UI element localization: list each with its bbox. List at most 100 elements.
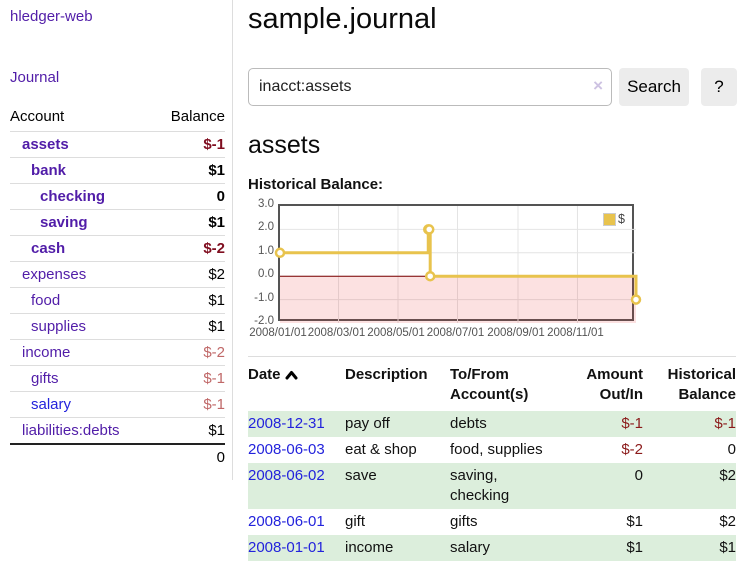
clear-search-icon[interactable]: × bbox=[593, 76, 603, 95]
accounts-header-line2: Account(s) bbox=[450, 386, 529, 403]
transaction-amount: $-1 bbox=[621, 415, 643, 432]
transaction-date-link[interactable]: 2008-06-01 bbox=[248, 513, 325, 530]
column-header-balance: Historical Balance bbox=[643, 357, 736, 412]
app-title-link[interactable]: hledger-web bbox=[10, 8, 93, 25]
register-table: Date Description To/From Account(s) Amou… bbox=[248, 356, 736, 561]
y-tick-label: 1.0 bbox=[258, 244, 274, 257]
balance-header-line1: Historical bbox=[667, 366, 736, 383]
main-content: sample.journal × Search ? assets Histori… bbox=[248, 0, 740, 561]
account-row: food $1 bbox=[10, 287, 225, 313]
account-link-gifts[interactable]: gifts bbox=[31, 370, 59, 387]
column-header-description: Description bbox=[345, 357, 450, 412]
x-tick-label: 2008/11/01 bbox=[547, 327, 604, 339]
register-header-row: Date Description To/From Account(s) Amou… bbox=[248, 357, 736, 412]
account-row: bank $1 bbox=[10, 157, 225, 183]
x-tick-label: 2008/07/01 bbox=[426, 327, 485, 339]
account-link-income[interactable]: income bbox=[22, 344, 71, 361]
transaction-amount: $-2 bbox=[621, 441, 643, 458]
account-link-food[interactable]: food bbox=[31, 292, 61, 309]
sort-ascending-icon bbox=[285, 371, 298, 380]
transaction-amount: 0 bbox=[634, 467, 643, 484]
transaction-balance: $1 bbox=[719, 539, 736, 556]
help-button[interactable]: ? bbox=[701, 68, 737, 106]
transaction-date-link[interactable]: 2008-06-02 bbox=[248, 467, 325, 484]
y-tick-label: 3.0 bbox=[258, 198, 274, 210]
x-tick-label: 2008/09/01 bbox=[487, 327, 545, 339]
sidebar-item-journal[interactable]: Journal bbox=[10, 69, 60, 86]
amount-header-line1: Amount bbox=[586, 366, 643, 383]
account-balance: $2 bbox=[208, 266, 225, 283]
account-link-assets[interactable]: assets bbox=[22, 136, 69, 153]
date-header-label: Date bbox=[248, 366, 281, 383]
register-row: 2008-06-01 gift gifts $1 $2 bbox=[248, 509, 736, 535]
balance-chart: 3.0 2.0 1.0 0.0 -1.0 -2.0 $ 2008/01/01 2008/03… bbox=[248, 198, 740, 344]
account-link-bank[interactable]: bank bbox=[31, 162, 67, 179]
account-link-expenses[interactable]: expenses bbox=[22, 266, 87, 283]
search-input[interactable] bbox=[248, 68, 612, 106]
y-tick-label: 0.0 bbox=[258, 268, 274, 281]
search-bar: × Search ? bbox=[248, 68, 740, 106]
accounts-header-line1: To/From bbox=[450, 366, 509, 383]
x-tick-label: 2008/03/01 bbox=[307, 327, 366, 339]
account-balance: $-2 bbox=[203, 344, 225, 361]
transaction-accounts: salary bbox=[450, 539, 491, 556]
transaction-description: income bbox=[345, 539, 394, 556]
account-link-liabilities-debts[interactable]: liabilities:debts bbox=[22, 422, 120, 439]
transaction-balance: $2 bbox=[719, 467, 736, 484]
transaction-description: save bbox=[345, 467, 377, 484]
sidebar: hledger-web Journal Account Balance asse… bbox=[0, 0, 233, 480]
register-row: 2008-01-01 income salary $1 $1 bbox=[248, 535, 736, 561]
account-link-salary[interactable]: salary bbox=[31, 396, 72, 413]
account-row: income $-2 bbox=[10, 339, 225, 365]
transaction-date-link[interactable]: 2008-01-01 bbox=[248, 539, 325, 556]
y-tick-label: -1.0 bbox=[254, 291, 274, 304]
legend-label: $ bbox=[618, 212, 625, 226]
chart-canvas bbox=[274, 206, 642, 323]
balance-column-header: Balance bbox=[170, 108, 225, 125]
search-button[interactable]: Search bbox=[619, 68, 689, 106]
account-heading: assets bbox=[248, 131, 321, 159]
accounts-total-row: 0 bbox=[10, 443, 225, 470]
transaction-date-link[interactable]: 2008-06-03 bbox=[248, 441, 325, 458]
transaction-amount: $1 bbox=[626, 513, 643, 530]
account-row: liabilities:debts $1 bbox=[10, 417, 225, 443]
column-header-accounts: To/From Account(s) bbox=[450, 357, 554, 412]
transaction-accounts: gifts bbox=[450, 513, 478, 530]
accounts-total-value: 0 bbox=[216, 449, 225, 466]
transaction-description: eat & shop bbox=[345, 441, 417, 458]
account-row: gifts $-1 bbox=[10, 365, 225, 391]
chart-x-labels: 2008/01/01 2008/03/01 2008/05/01 2008/07/01… bbox=[249, 327, 634, 342]
account-row: cash $-2 bbox=[10, 235, 225, 261]
account-row: supplies $1 bbox=[10, 313, 225, 339]
account-row: saving $1 bbox=[10, 209, 225, 235]
account-column-header: Account bbox=[10, 108, 65, 125]
page-title: sample.journal bbox=[248, 3, 437, 35]
account-balance: $1 bbox=[208, 214, 225, 231]
transaction-accounts: debts bbox=[450, 415, 487, 432]
chart-legend: $ bbox=[601, 211, 627, 227]
account-row: assets $-1 bbox=[10, 131, 225, 157]
account-link-saving[interactable]: saving bbox=[40, 214, 88, 231]
transaction-accounts: saving, checking bbox=[450, 467, 510, 504]
account-link-checking[interactable]: checking bbox=[40, 188, 106, 205]
account-tree-header: Account Balance bbox=[10, 104, 225, 131]
y-tick-label: 2.0 bbox=[258, 221, 274, 234]
account-link-cash[interactable]: cash bbox=[31, 240, 66, 257]
account-row: expenses $2 bbox=[10, 261, 225, 287]
account-balance: $1 bbox=[208, 162, 225, 179]
account-row: checking 0 bbox=[10, 183, 225, 209]
transaction-description: pay off bbox=[345, 415, 390, 432]
account-balance: $-1 bbox=[203, 396, 225, 413]
x-tick-label: 2008/05/01 bbox=[367, 327, 425, 339]
register-row: 2008-12-31 pay off debts $-1 $-1 bbox=[248, 411, 736, 437]
transaction-date-link[interactable]: 2008-12-31 bbox=[248, 415, 325, 432]
column-header-date[interactable]: Date bbox=[248, 357, 345, 412]
transaction-balance: $2 bbox=[719, 513, 736, 530]
account-link-supplies[interactable]: supplies bbox=[31, 318, 87, 335]
account-balance: $1 bbox=[208, 318, 225, 335]
account-balance: $-2 bbox=[203, 240, 225, 257]
chart-title: Historical Balance: bbox=[248, 176, 384, 193]
account-balance: $-1 bbox=[203, 136, 225, 153]
x-tick-label: 2008/01/01 bbox=[249, 327, 307, 339]
transaction-description: gift bbox=[345, 513, 366, 530]
